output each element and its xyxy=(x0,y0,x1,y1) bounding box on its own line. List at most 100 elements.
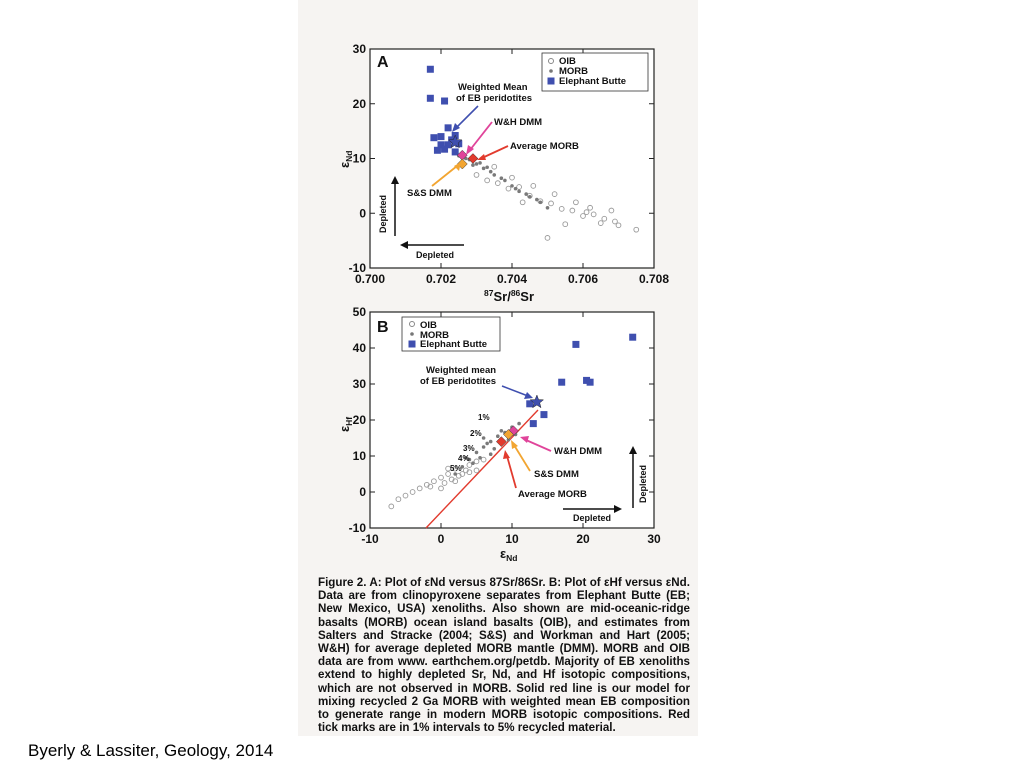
elephant-butte-point xyxy=(437,133,445,141)
x-tick-label: 0.708 xyxy=(639,272,669,286)
oib-point xyxy=(402,492,409,499)
morb-point xyxy=(496,434,500,439)
morb-point xyxy=(492,173,497,177)
elephant-butte-point xyxy=(529,420,537,428)
oib-point xyxy=(452,478,459,485)
panel-b-xlabel-subscript: Nd xyxy=(506,553,517,563)
panel-b-ylabel-subscript: Hf xyxy=(344,417,354,426)
morb-point xyxy=(478,456,482,460)
morb-point xyxy=(485,165,489,170)
oib-point xyxy=(494,180,501,186)
x-tick-label: 10 xyxy=(505,532,519,546)
annotation-avg-morb-b: Average MORB xyxy=(518,489,587,500)
annotation-ss-dmm-a: S&S DMM xyxy=(407,188,452,199)
depleted-horizontal-arrowhead-a xyxy=(400,241,408,249)
morb-point xyxy=(464,456,468,460)
legend-oib-label: OIB xyxy=(559,56,576,67)
y-tick-label: 10 xyxy=(353,449,367,463)
arrowhead-wh-dmm-a xyxy=(466,145,474,155)
morb-point xyxy=(503,178,507,183)
elephant-butte-point xyxy=(441,97,449,105)
oib-point xyxy=(473,467,480,474)
elephant-butte-point xyxy=(586,378,594,386)
morb-point xyxy=(481,436,486,440)
panel-b-legend-box xyxy=(401,316,501,352)
panel-a-legend-box xyxy=(541,52,649,92)
morb-point xyxy=(513,186,518,191)
ss-dmm-marker xyxy=(503,429,514,440)
morb-point xyxy=(474,162,479,166)
oib-point xyxy=(491,163,498,170)
arrowhead-avg-morb-b xyxy=(503,450,510,459)
arrowhead-weighted-mean-b xyxy=(524,392,533,399)
panel-a-xlabel-sup2: 86 xyxy=(511,288,521,298)
legend-b-eb-marker xyxy=(408,340,416,348)
arrow-ss-dmm-a xyxy=(431,165,458,187)
morb-point xyxy=(481,445,486,449)
legend-eb-label: Elephant Butte xyxy=(559,76,626,87)
elephant-butte-point xyxy=(444,124,452,132)
elephant-butte-point xyxy=(583,376,591,384)
oib-point xyxy=(509,174,515,181)
morb-point xyxy=(535,197,539,202)
morb-point xyxy=(517,189,521,194)
panel-a-xlabel-sup1: 87 xyxy=(484,288,494,298)
legend-b-oib-marker xyxy=(409,321,415,327)
panel-a-label: A xyxy=(377,54,389,71)
morb-point xyxy=(478,161,482,165)
caption-body: Nd versus 87Sr/86Sr. B: Plot of εHf vers… xyxy=(318,576,690,735)
depleted-vertical-arrowhead-a xyxy=(391,176,399,184)
y-tick-label: 30 xyxy=(353,42,367,56)
panel-b-ticks xyxy=(369,311,655,529)
x-tick-label: 0 xyxy=(438,532,445,546)
legend-eb-marker xyxy=(547,77,555,85)
depleted-vertical-label-a: Depleted xyxy=(378,195,388,233)
depleted-vertical-label-b: Depleted xyxy=(638,465,648,503)
annotation-wh-dmm-b: W&H DMM xyxy=(554,446,602,457)
panel-a-xlabel: 87Sr/86Sr xyxy=(484,288,534,304)
panel-b-label: B xyxy=(377,319,389,336)
morb-point xyxy=(527,195,532,199)
oib-point xyxy=(438,474,444,481)
oib-point xyxy=(416,485,423,492)
morb-point xyxy=(453,472,458,476)
elephant-butte-point xyxy=(444,141,452,149)
x-tick-label: 0.706 xyxy=(568,272,598,286)
arrow-weighted-mean-b xyxy=(501,385,529,397)
oib-point xyxy=(466,462,473,468)
legend-b-oib-label: OIB xyxy=(420,320,437,331)
legend-b-morb-label: MORB xyxy=(420,330,449,341)
morb-point xyxy=(506,438,511,442)
morb-point xyxy=(545,205,550,210)
legend-b-morb-marker xyxy=(410,332,414,336)
morb-point xyxy=(499,176,504,181)
oib-point xyxy=(516,184,522,190)
panel-a-legend: OIB MORB Elephant Butte xyxy=(541,52,649,92)
mixing-model-line xyxy=(425,409,539,529)
oib-point xyxy=(473,458,480,465)
elephant-butte-point xyxy=(426,65,434,73)
oib-point xyxy=(480,456,487,463)
panel-a: 0.700 0.702 0.704 0.706 0.708 -10 0 10 20 30 A OI… xyxy=(337,42,669,304)
morb-point xyxy=(481,166,486,171)
arrow-avg-morb-b xyxy=(506,455,517,489)
oib-point xyxy=(484,177,491,184)
oib-point xyxy=(505,185,512,192)
elephant-butte-point xyxy=(455,140,463,148)
x-tick-label: -10 xyxy=(361,532,379,546)
oib-point xyxy=(455,472,462,479)
y-tick-label: 20 xyxy=(353,413,367,427)
annotation-avg-morb-a: Average MORB xyxy=(510,141,579,152)
legend-morb-label: MORB xyxy=(559,66,588,77)
elephant-butte-point xyxy=(441,145,449,153)
elephant-butte-point xyxy=(572,340,580,348)
oib-point xyxy=(395,496,402,503)
elephant-butte-point xyxy=(433,146,441,154)
oib-point xyxy=(445,471,451,477)
oib-point xyxy=(573,199,579,206)
y-tick-label: 20 xyxy=(353,97,367,111)
annotation-weighted-mean-b: Weighted mean of EB peridotites xyxy=(420,365,499,387)
caption-lead: Figure 2. A: Plot of ε xyxy=(318,576,430,589)
morb-point xyxy=(471,163,475,167)
oib-point xyxy=(438,485,444,492)
